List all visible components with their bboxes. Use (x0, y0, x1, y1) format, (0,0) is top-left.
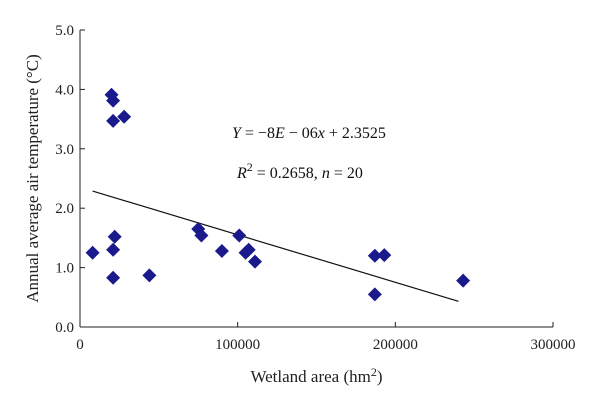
data-point (367, 248, 382, 263)
data-point (456, 273, 471, 288)
x-tick-label: 300000 (531, 337, 576, 353)
x-ticks: 0 100000 200000 300000 (76, 322, 576, 353)
data-point (106, 242, 121, 257)
y-tick-label: 0.0 (55, 320, 74, 336)
regression-stats: R2 = 0.2658, n = 20 (236, 160, 363, 182)
trendline (92, 190, 459, 302)
eq-rest: − 06 (285, 125, 318, 142)
data-point (107, 229, 122, 244)
x-axis-title: Wetland area (hm2) (250, 365, 382, 386)
data-point (106, 270, 121, 285)
data-point (117, 109, 132, 124)
data-point (142, 268, 157, 283)
x-axis-title-main: Wetland area (hm (250, 367, 370, 386)
eq-x: x (317, 125, 325, 142)
data-point (377, 248, 392, 263)
y-tick-label: 2.0 (55, 201, 74, 217)
x-tick-label: 200000 (373, 337, 418, 353)
y-tick-label: 5.0 (55, 23, 74, 39)
y-tick-label: 1.0 (55, 261, 74, 277)
eq-lhs: Y (232, 125, 243, 142)
data-point (248, 254, 263, 269)
stats-r: R (236, 165, 247, 182)
x-axis-title-sup: 2 (371, 365, 377, 379)
x-tick-label: 0 (76, 337, 84, 353)
y-tick-label: 4.0 (55, 82, 74, 98)
y-tick-label: 3.0 (55, 142, 74, 158)
y-ticks: 0.0 1.0 2.0 3.0 4.0 5.0 (55, 23, 85, 336)
x-axis-title-suffix: ) (377, 367, 383, 386)
data-point (232, 228, 247, 243)
eq-e: E (274, 125, 285, 142)
data-point (85, 245, 100, 260)
data-point (367, 287, 382, 302)
data-point (214, 243, 229, 258)
data-point (194, 228, 209, 243)
data-point (241, 242, 256, 257)
eq-tail: + 2.3525 (325, 125, 386, 142)
data-point (106, 113, 121, 128)
stats-n: n (322, 165, 330, 182)
data-point (106, 93, 121, 108)
regression-equation: Y = −8E − 06x + 2.3525 (232, 125, 386, 142)
x-tick-label: 100000 (215, 337, 260, 353)
y-axis-title: Annual average air temperature (°C) (23, 54, 42, 302)
data-points (85, 87, 471, 302)
stats-r-sup: 2 (247, 160, 253, 174)
stats-r-val: = 0.2658, (253, 165, 322, 182)
stats-n-val: = 20 (330, 165, 363, 182)
eq-eq: = −8 (241, 125, 275, 142)
